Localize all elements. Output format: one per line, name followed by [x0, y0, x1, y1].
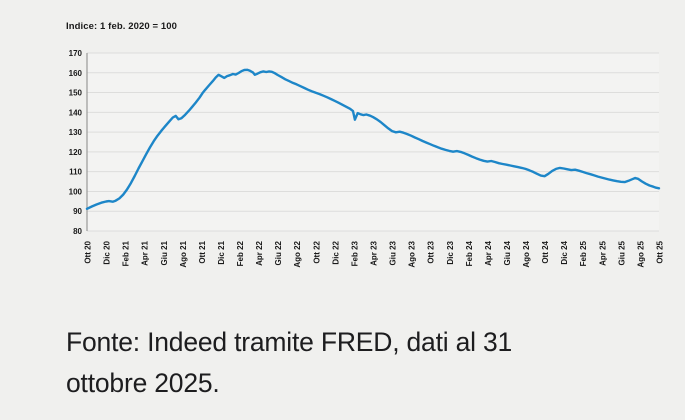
y-tick-label: 150: [69, 89, 83, 98]
chart-index-note: Indice: 1 feb. 2020 = 100: [66, 21, 178, 32]
line-chart: 80 90 100 110 120 130 140 150 160 170 Ott 20 Dic 20…: [69, 49, 665, 268]
x-tick-label: Ago 24: [522, 240, 531, 267]
x-tick-label: Ott 23: [427, 240, 436, 263]
x-tick-label: Feb 24: [465, 240, 474, 266]
x-tick-label: Ott 24: [541, 240, 550, 263]
x-tick-label: Ago 23: [408, 240, 417, 267]
x-tick-label: Giu 21: [160, 240, 169, 265]
x-tick-label: Ago 25: [636, 240, 645, 267]
x-tick-label: Ott 22: [312, 240, 321, 263]
x-tick-label: Dic 21: [217, 240, 226, 264]
x-tick-label: Feb 21: [122, 240, 131, 266]
x-tick-label: Ott 25: [656, 240, 665, 263]
x-tick-label: Giu 25: [617, 240, 626, 265]
x-tick-label: Dic 23: [446, 240, 455, 264]
y-tick-label: 80: [73, 227, 82, 236]
x-tick-label: Dic 22: [331, 240, 340, 264]
x-tick-label: Apr 23: [370, 240, 379, 265]
index-line-series: [85, 68, 661, 211]
x-tick-label: Ago 22: [293, 240, 302, 267]
y-tick-label: 100: [69, 187, 83, 196]
x-tick-label: Feb 25: [579, 240, 588, 266]
source-note-line-2: ottobre 2025.: [66, 368, 220, 398]
x-tick-label: Dic 24: [560, 240, 569, 264]
plot-area: [87, 53, 659, 231]
x-tick-label: Apr 21: [141, 240, 150, 265]
x-tick-label: Giu 23: [389, 240, 398, 265]
x-tick-label: Dic 20: [103, 240, 112, 264]
x-tick-label: Apr 25: [598, 240, 607, 265]
y-tick-label: 90: [73, 207, 82, 216]
x-tick-label: Ott 21: [198, 240, 207, 263]
y-tick-label: 120: [69, 148, 83, 157]
y-tick-label: 140: [69, 108, 83, 117]
y-tick-label: 170: [69, 49, 83, 58]
x-tick-label: Apr 24: [484, 240, 493, 265]
x-tick-label: Ago 21: [179, 240, 188, 267]
source-note-line-1: Fonte: Indeed tramite FRED, dati al 31: [66, 327, 513, 357]
y-tick-label: 130: [69, 128, 83, 137]
x-tick-label: Apr 22: [255, 240, 264, 265]
x-tick-label: Feb 22: [236, 240, 245, 266]
x-tick-label: Feb 23: [350, 240, 359, 266]
y-tick-label: 160: [69, 69, 83, 78]
x-tick-label: Giu 24: [503, 240, 512, 265]
source-note: Fonte: Indeed tramite FRED, dati al 31 o…: [66, 322, 626, 404]
x-tick-label: Ott 20: [84, 240, 93, 263]
y-tick-label: 110: [69, 168, 82, 177]
x-tick-label: Giu 22: [274, 240, 283, 265]
